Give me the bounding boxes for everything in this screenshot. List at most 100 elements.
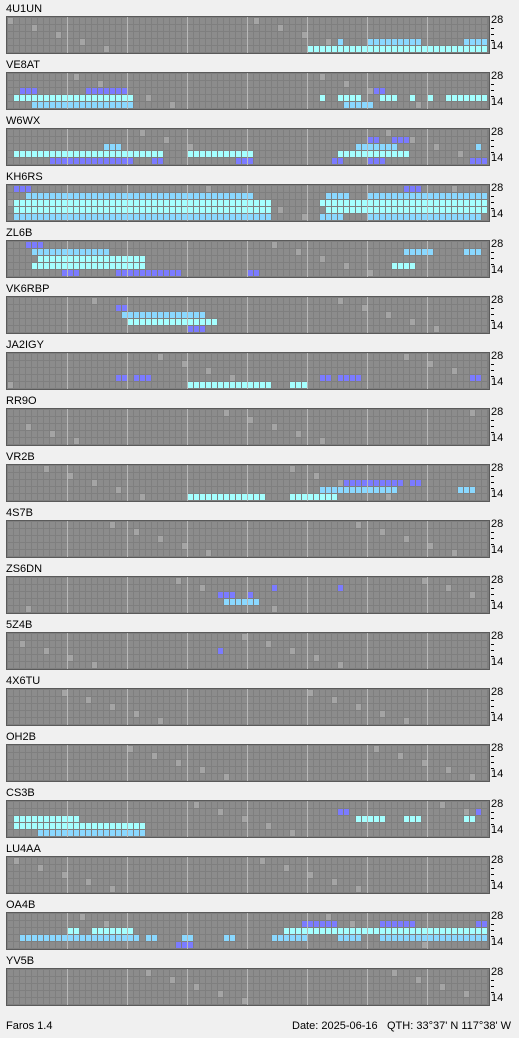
signal-cell (80, 200, 85, 206)
grid-cell (62, 599, 67, 605)
grid-cell (104, 480, 109, 486)
grid-cell (308, 74, 313, 80)
grid-cell (308, 585, 313, 591)
grid-cell (320, 641, 325, 647)
signal-cell (344, 487, 349, 493)
grid-cell (26, 606, 31, 612)
signal-cell (104, 158, 109, 164)
grid-cell (200, 536, 205, 542)
grid-cell (422, 578, 427, 584)
grid-cell (134, 368, 139, 374)
signal-cell (242, 207, 247, 213)
propagation-chart (8, 521, 487, 557)
grid-cell (194, 529, 199, 535)
grid-cell (470, 102, 475, 108)
grid-cell (14, 249, 19, 255)
grid-cell (182, 305, 187, 311)
signal-cell (200, 382, 205, 388)
grid-cell (44, 312, 49, 318)
grid-cell (164, 655, 169, 661)
grid-cell (254, 305, 259, 311)
grid-cell (182, 487, 187, 493)
grid-cell (86, 599, 91, 605)
signal-cell (194, 193, 199, 199)
grid-cell (158, 298, 163, 304)
grid-cell (344, 410, 349, 416)
grid-cell (242, 550, 247, 556)
grid-cell (344, 424, 349, 430)
grid-cell (230, 648, 235, 654)
grid-cell (470, 494, 475, 500)
grid-cell (284, 312, 289, 318)
grid-cell (398, 298, 403, 304)
grid-cell (224, 249, 229, 255)
grid-cell (296, 305, 301, 311)
grid-cell (38, 550, 43, 556)
grid-cell (410, 312, 415, 318)
grid-cell (44, 480, 49, 486)
grid-cell (452, 648, 457, 654)
grid-cell (272, 298, 277, 304)
grid-cell (272, 242, 277, 248)
grid-cell (98, 312, 103, 318)
grid-cell (446, 151, 451, 157)
grid-cell (344, 592, 349, 598)
grid-cell (218, 137, 223, 143)
signal-cell (32, 214, 37, 220)
grid-cell (50, 578, 55, 584)
grid-cell (182, 634, 187, 640)
grid-cell (50, 585, 55, 591)
grid-cell (224, 417, 229, 423)
grid-cell (458, 473, 463, 479)
grid-cell (32, 354, 37, 360)
grid-cell (146, 655, 151, 661)
grid-cell (284, 326, 289, 332)
grid-cell (224, 354, 229, 360)
grid-cell (152, 256, 157, 262)
grid-cell (80, 18, 85, 24)
grid-cell (302, 256, 307, 262)
grid-cell (56, 494, 61, 500)
grid-cell (8, 88, 13, 94)
grid-cell (380, 242, 385, 248)
grid-cell (200, 473, 205, 479)
grid-cell (446, 382, 451, 388)
grid-cell (458, 158, 463, 164)
grid-cell (98, 536, 103, 542)
grid-cell (446, 88, 451, 94)
grid-cell (452, 438, 457, 444)
grid-cell (446, 368, 451, 374)
signal-cell (50, 102, 55, 108)
grid-cell (404, 655, 409, 661)
grid-cell (182, 494, 187, 500)
grid-cell (290, 410, 295, 416)
grid-cell (452, 39, 457, 45)
grid-cell (44, 662, 49, 668)
grid-cell (200, 102, 205, 108)
grid-cell (170, 431, 175, 437)
grid-cell (182, 298, 187, 304)
grid-cell (356, 648, 361, 654)
grid-cell (482, 256, 487, 262)
grid-cell (284, 648, 289, 654)
propagation-chart (8, 73, 487, 109)
grid-cell (104, 410, 109, 416)
grid-cell (368, 354, 373, 360)
grid-cell (272, 151, 277, 157)
grid-cell (302, 480, 307, 486)
grid-cell (434, 592, 439, 598)
grid-cell (326, 256, 331, 262)
grid-cell (380, 529, 385, 535)
grid-cell (74, 25, 79, 31)
grid-cell (188, 592, 193, 598)
grid-cell (8, 242, 13, 248)
grid-cell (98, 543, 103, 549)
grid-cell (110, 550, 115, 556)
grid-cell (278, 431, 283, 437)
grid-cell (80, 522, 85, 528)
grid-cell (296, 207, 301, 213)
grid-cell (434, 256, 439, 262)
signal-cell (356, 207, 361, 213)
grid-cell (386, 375, 391, 381)
grid-cell (302, 95, 307, 101)
